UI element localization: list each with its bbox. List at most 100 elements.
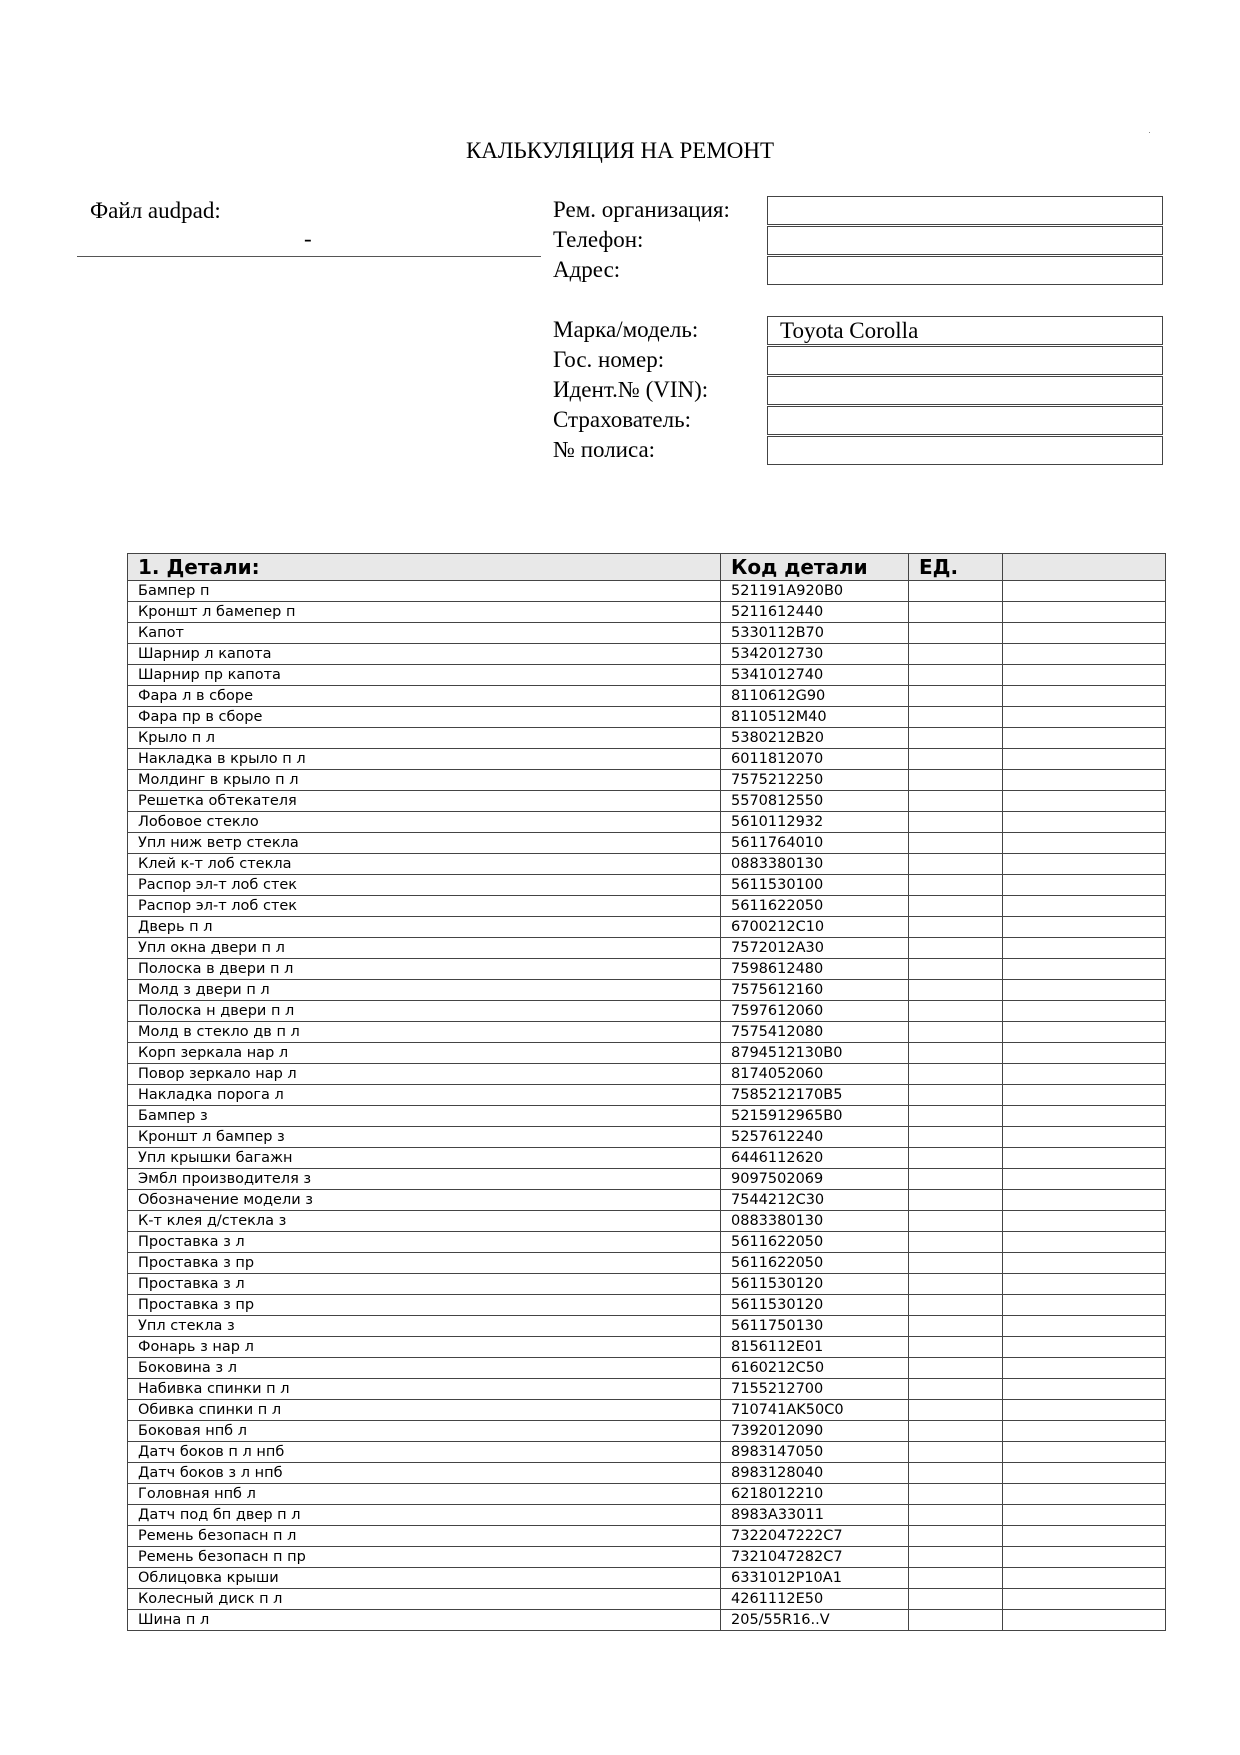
unit-cell: [908, 1210, 1003, 1232]
vehicle-field-input[interactable]: [767, 376, 1163, 405]
extra-cell: [1002, 1588, 1166, 1610]
table-row: Дверь п л 6700212C10: [127, 916, 1166, 938]
org-field-input[interactable]: [767, 256, 1163, 285]
org-field-input[interactable]: [767, 196, 1163, 225]
part-code-cell: 5611622050: [720, 1231, 909, 1253]
unit-cell: [908, 811, 1003, 833]
part-code-cell: 7575412080: [720, 1021, 909, 1043]
part-name-cell: Дверь п л: [127, 916, 721, 938]
extra-cell: [1002, 1525, 1166, 1547]
part-code-cell: 7598612480: [720, 958, 909, 980]
extra-cell: [1002, 937, 1166, 959]
unit-cell: [908, 1399, 1003, 1421]
vehicle-field-input[interactable]: [767, 346, 1163, 375]
org-field-input[interactable]: [767, 226, 1163, 255]
unit-cell: [908, 790, 1003, 812]
extra-cell: [1002, 1609, 1166, 1631]
vehicle-field-label: Марка/модель:: [553, 317, 699, 342]
vehicle-field-label: Идент.№ (VIN):: [553, 377, 709, 402]
part-code-cell: 6160212C50: [720, 1357, 909, 1379]
org-field-label: Рем. организация:: [553, 197, 730, 222]
part-name-cell: Молд в стекло дв п л: [127, 1021, 721, 1043]
extra-cell: [1002, 1063, 1166, 1085]
extra-cell: [1002, 685, 1166, 707]
extra-cell: [1002, 916, 1166, 938]
vehicle-field-label: Гос. номер:: [553, 347, 665, 372]
file-label: Файл audpad:: [90, 198, 221, 223]
header-part-code: Код детали: [720, 553, 909, 581]
part-name-cell: Набивка спинки п л: [127, 1378, 721, 1400]
vehicle-field-input[interactable]: [767, 406, 1163, 435]
table-row: Датч боков з л нпб 8983128040: [127, 1462, 1166, 1484]
table-row: Лобовое стекло 5610112932: [127, 811, 1166, 833]
unit-cell: [908, 685, 1003, 707]
vehicle-field-input[interactable]: Toyota Corolla: [767, 316, 1163, 345]
part-name-cell: Корп зеркала нар л: [127, 1042, 721, 1064]
table-row: К-т клея д/стекла з 0883380130: [127, 1210, 1166, 1232]
unit-cell: [908, 1357, 1003, 1379]
part-code-cell: 7597612060: [720, 1000, 909, 1022]
table-row: Упл стекла з 5611750130: [127, 1315, 1166, 1337]
unit-cell: [908, 1168, 1003, 1190]
table-row: Накладка в крыло п л 6011812070: [127, 748, 1166, 770]
unit-cell: [908, 1126, 1003, 1148]
table-row: Шарнир л капота 5342012730: [127, 643, 1166, 665]
part-code-cell: 5570812550: [720, 790, 909, 812]
part-name-cell: Клей к-т лоб стекла: [127, 853, 721, 875]
part-code-cell: 8983A33011: [720, 1504, 909, 1526]
part-name-cell: Полоска в двери п л: [127, 958, 721, 980]
extra-cell: [1002, 1168, 1166, 1190]
vehicle-field-input[interactable]: [767, 436, 1163, 465]
table-row: Боковая нпб л 7392012090: [127, 1420, 1166, 1442]
table-row: Шарнир пр капота 5341012740: [127, 664, 1166, 686]
part-code-cell: 7321047282C7: [720, 1546, 909, 1568]
extra-cell: [1002, 748, 1166, 770]
part-code-cell: 710741AK50C0: [720, 1399, 909, 1421]
extra-cell: [1002, 1567, 1166, 1589]
unit-cell: [908, 1504, 1003, 1526]
part-code-cell: 7585212170B5: [720, 1084, 909, 1106]
part-code-cell: 7544212C30: [720, 1189, 909, 1211]
part-code-cell: 4261112E50: [720, 1588, 909, 1610]
part-name-cell: Ремень безопасн п л: [127, 1525, 721, 1547]
unit-cell: [908, 1147, 1003, 1169]
extra-cell: [1002, 853, 1166, 875]
part-name-cell: Головная нпб л: [127, 1483, 721, 1505]
unit-cell: [908, 1063, 1003, 1085]
unit-cell: [908, 1546, 1003, 1568]
part-name-cell: Боковая нпб л: [127, 1420, 721, 1442]
unit-cell: [908, 706, 1003, 728]
extra-cell: [1002, 1420, 1166, 1442]
org-field-label: Адрес:: [553, 257, 621, 282]
part-code-cell: 8983128040: [720, 1462, 909, 1484]
extra-cell: [1002, 1441, 1166, 1463]
table-row: Упл окна двери п л 7572012A30: [127, 937, 1166, 959]
table-row: Распор эл-т лоб стек 5611530100: [127, 874, 1166, 896]
unit-cell: [908, 1525, 1003, 1547]
unit-cell: [908, 1252, 1003, 1274]
part-name-cell: Фара пр в сборе: [127, 706, 721, 728]
part-code-cell: 5215912965B0: [720, 1105, 909, 1127]
table-row: Колесный диск п л 4261112E50: [127, 1588, 1166, 1610]
unit-cell: [908, 1336, 1003, 1358]
part-code-cell: 9097502069: [720, 1168, 909, 1190]
extra-cell: [1002, 706, 1166, 728]
unit-cell: [908, 1483, 1003, 1505]
part-code-cell: 5257612240: [720, 1126, 909, 1148]
part-name-cell: Шина п л: [127, 1609, 721, 1631]
table-row: Капот 5330112B70: [127, 622, 1166, 644]
unit-cell: [908, 580, 1003, 602]
table-row: Решетка обтекателя 5570812550: [127, 790, 1166, 812]
table-row: Крыло п л 5380212B20: [127, 727, 1166, 749]
part-name-cell: Датч под бп двер п л: [127, 1504, 721, 1526]
table-row: Молд в стекло дв п л 7575412080: [127, 1021, 1166, 1043]
extra-cell: [1002, 622, 1166, 644]
extra-cell: [1002, 1210, 1166, 1232]
extra-cell: [1002, 1399, 1166, 1421]
part-code-cell: 0883380130: [720, 853, 909, 875]
unit-cell: [908, 1294, 1003, 1316]
extra-cell: [1002, 1189, 1166, 1211]
table-row: Полоска н двери п л 7597612060: [127, 1000, 1166, 1022]
part-code-cell: 7392012090: [720, 1420, 909, 1442]
part-name-cell: Накладка порога л: [127, 1084, 721, 1106]
